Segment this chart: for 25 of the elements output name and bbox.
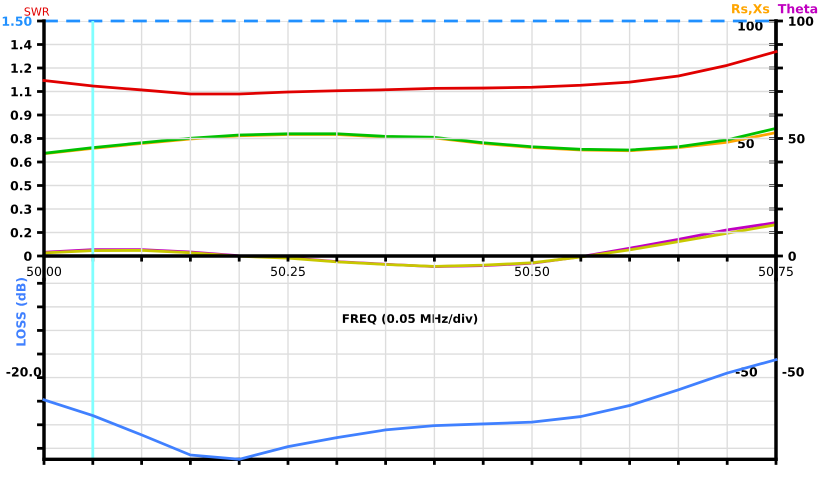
y3-tick-label: 100	[738, 21, 763, 31]
line-series	[42, 50, 778, 96]
y-tick-label: 1.1	[11, 87, 32, 96]
y-axis-title: SWR	[24, 7, 50, 16]
y3-axis-title: Rs,Xs	[732, 4, 770, 16]
x-tick-label: 50.50	[515, 266, 550, 276]
y-tick-label: 0	[24, 251, 32, 261]
y-tick-label: 0.3	[10, 204, 32, 214]
y-tick-label: 1.2	[11, 63, 32, 73]
y-axis-title: LOSS (dB)	[16, 278, 28, 346]
y2-tick-label: 50	[788, 134, 805, 144]
text: -50	[782, 367, 804, 377]
y-tick-label: 0.2	[10, 228, 32, 238]
y2-tick-label: 100	[789, 16, 814, 26]
y-tick-label: 0.5	[10, 180, 32, 190]
y2-tick-label: 0	[788, 251, 796, 261]
y-tick-label: 1.50	[2, 16, 32, 26]
y2-axis-title: Theta	[778, 4, 818, 14]
y-tick-label: 0.6	[10, 157, 32, 167]
x-axis-title: FREQ (0.05 MHz/div)	[342, 314, 478, 325]
text: -20.0	[6, 367, 42, 377]
y-tick-label: 1.4	[11, 40, 32, 50]
y-tick-label: 0.9	[10, 110, 32, 120]
x-tick-label: 50.25	[271, 266, 305, 276]
y-tick-label: 0.8	[10, 134, 32, 144]
